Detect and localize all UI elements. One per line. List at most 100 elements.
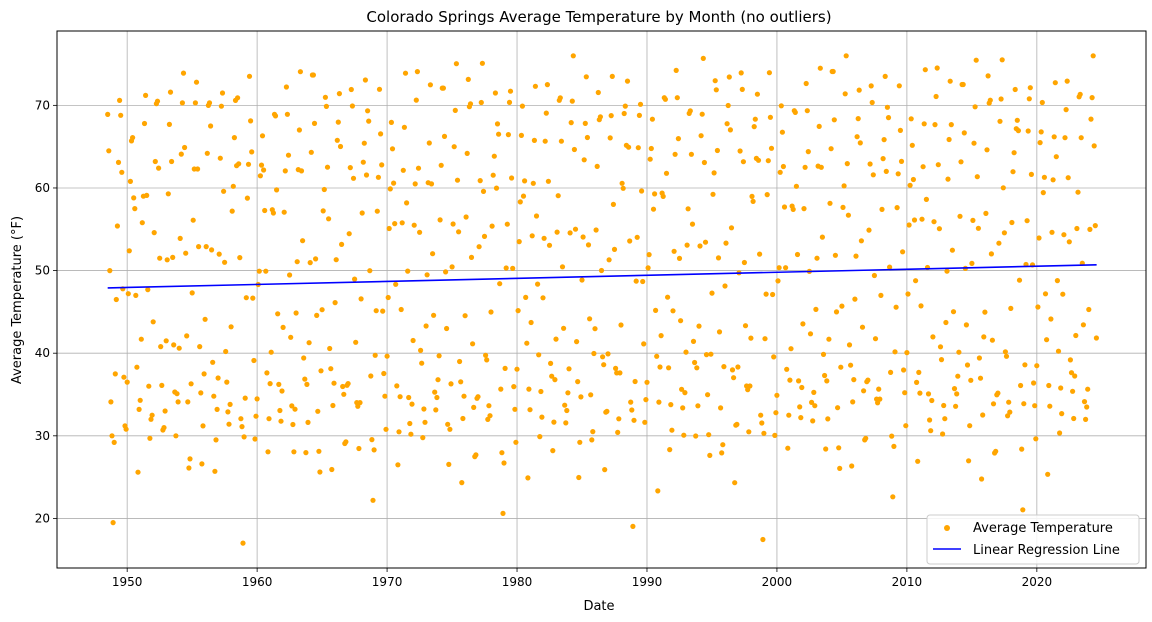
data-point (570, 53, 576, 59)
data-point (516, 239, 522, 245)
data-point (524, 340, 530, 346)
data-point (662, 96, 669, 102)
data-point (150, 319, 156, 325)
data-point (143, 92, 149, 98)
data-point (828, 146, 834, 152)
data-point (839, 303, 845, 309)
data-point (152, 158, 158, 165)
data-point (776, 265, 782, 271)
data-point (303, 450, 309, 456)
data-point (137, 397, 143, 403)
data-point (849, 463, 855, 469)
data-point (494, 121, 501, 127)
data-point (858, 238, 865, 244)
data-point (332, 300, 338, 306)
data-point (629, 407, 635, 413)
data-point (456, 229, 462, 235)
data-point (296, 127, 302, 133)
data-point (356, 445, 362, 452)
data-point (944, 268, 950, 274)
data-point (669, 427, 675, 433)
data-point (695, 403, 701, 409)
y-tick-label: 30 (35, 429, 50, 443)
data-point (621, 110, 627, 117)
data-point (711, 170, 717, 176)
data-point (852, 296, 858, 302)
data-point (1037, 140, 1043, 146)
data-point (1028, 171, 1034, 177)
data-point (284, 111, 290, 117)
data-point (655, 488, 661, 494)
data-point (685, 206, 691, 212)
data-point (236, 161, 242, 167)
data-point (927, 417, 933, 423)
data-point (929, 397, 935, 404)
data-point (176, 345, 182, 351)
data-point (693, 433, 699, 439)
data-point (115, 159, 122, 165)
data-point (933, 93, 939, 100)
data-point (441, 133, 448, 139)
data-point (763, 291, 769, 297)
data-point (577, 439, 583, 445)
data-point (798, 415, 804, 421)
data-point (391, 180, 397, 186)
data-point (288, 334, 294, 340)
data-point (844, 161, 850, 167)
data-point (157, 255, 163, 261)
data-point (392, 221, 398, 227)
data-point (462, 313, 468, 319)
data-point (1008, 305, 1014, 311)
data-point (587, 316, 593, 322)
data-point (539, 414, 545, 420)
data-point (706, 432, 712, 438)
data-point (517, 199, 523, 205)
data-point (226, 421, 232, 427)
data-point (467, 101, 474, 107)
data-point (164, 257, 170, 263)
data-point (251, 357, 257, 364)
data-point (982, 309, 988, 315)
data-point (800, 321, 806, 327)
data-point (977, 375, 984, 381)
data-point (805, 149, 811, 155)
data-point (846, 342, 853, 348)
data-point (250, 295, 256, 301)
data-point (931, 219, 937, 225)
data-point (280, 324, 286, 330)
data-point (362, 77, 368, 83)
data-point (675, 136, 682, 142)
data-point (998, 96, 1004, 102)
data-point (243, 295, 249, 301)
data-point (684, 242, 690, 248)
data-point (595, 89, 601, 96)
data-point (424, 272, 430, 278)
data-point (298, 168, 305, 174)
data-point (770, 291, 776, 298)
data-point (981, 334, 987, 340)
data-point (750, 198, 756, 204)
data-point (264, 370, 270, 376)
data-point (131, 195, 137, 201)
data-point (444, 325, 450, 332)
data-point (292, 406, 298, 412)
data-point (141, 120, 148, 127)
data-point (993, 448, 999, 454)
data-point (386, 225, 392, 232)
data-point (565, 390, 571, 396)
data-point (196, 244, 202, 250)
data-point (224, 379, 230, 385)
data-point (666, 365, 672, 371)
data-point (113, 296, 119, 303)
data-point (613, 365, 619, 371)
data-point (792, 109, 798, 115)
data-point (533, 213, 540, 219)
data-point (1012, 86, 1018, 93)
data-point (433, 407, 439, 413)
data-point (728, 225, 735, 231)
data-point (540, 295, 546, 301)
data-point (504, 221, 510, 227)
data-point (133, 292, 139, 298)
data-point (746, 429, 752, 435)
data-point (125, 291, 131, 297)
